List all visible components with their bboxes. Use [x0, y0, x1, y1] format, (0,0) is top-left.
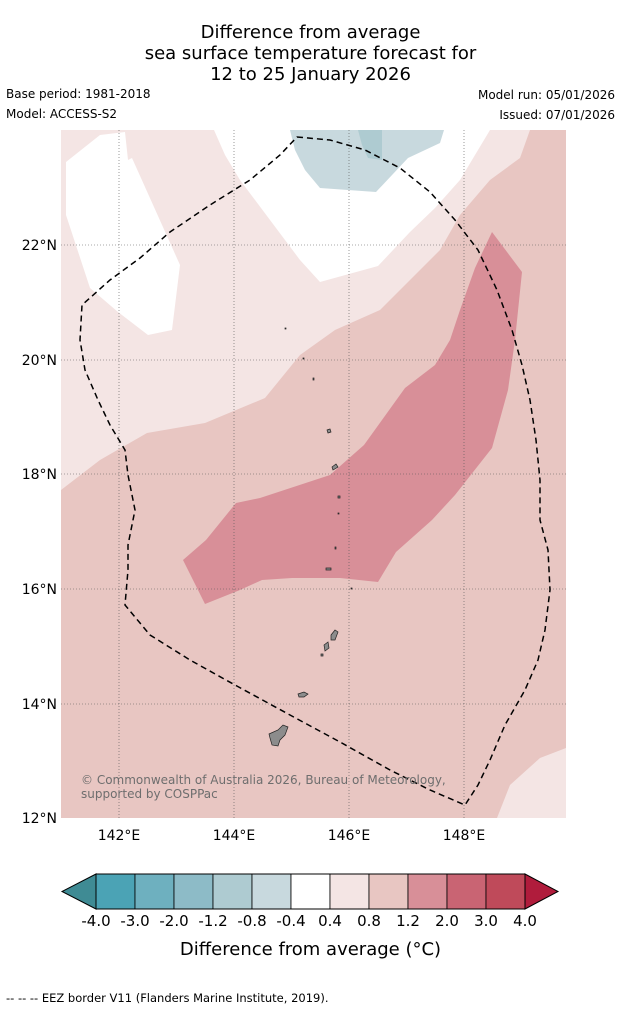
colorbar-cell	[95, 873, 136, 910]
anomaly-0.4-0.8-region-se	[497, 748, 566, 818]
longitude-labels: 142°E 144°E 146°E 148°E	[98, 828, 486, 844]
colorbar-label: 2.0	[435, 912, 459, 930]
copyright-notice: © Commonwealth of Australia 2026, Bureau…	[81, 773, 446, 801]
colorbar-cell	[407, 873, 448, 910]
issued-date: Issued: 07/01/2026	[499, 108, 615, 122]
anomaly-neutral-region-north	[214, 130, 490, 282]
colorbar-label: 0.4	[318, 912, 342, 930]
colorbar-cell	[368, 873, 409, 910]
colorbar-cell	[290, 873, 331, 910]
colorbar-cells	[95, 873, 526, 910]
anomaly-1.2-2.0-region	[183, 232, 522, 604]
colorbar	[60, 873, 560, 910]
colorbar-label: 4.0	[513, 912, 537, 930]
title-line-3: 12 to 25 January 2026	[210, 64, 411, 85]
colorbar-label: -2.0	[159, 912, 189, 930]
chart-title: Difference from average sea surface temp…	[0, 22, 621, 85]
tinian-island	[323, 641, 330, 652]
colorbar-under-arrow	[60, 873, 97, 910]
anomaly-neutral-region-west	[66, 132, 180, 335]
colorbar-label: 1.2	[396, 912, 420, 930]
title-line-1: Difference from average	[200, 22, 421, 43]
model-name: Model: ACCESS-S2	[6, 107, 118, 121]
colorbar-label: -1.2	[198, 912, 228, 930]
lon-label: 142°E	[98, 828, 141, 844]
lon-label: 144°E	[213, 828, 256, 844]
colorbar-frame	[95, 873, 526, 910]
colorbar-label: 0.8	[357, 912, 381, 930]
colorbar-over-arrow	[524, 873, 560, 910]
colorbar-cell	[134, 873, 175, 910]
title-line-2: sea surface temperature forecast for	[144, 43, 477, 64]
lon-label: 148°E	[443, 828, 486, 844]
eez-border-line	[79, 136, 551, 806]
lon-label: 146°E	[328, 828, 371, 844]
islands	[268, 327, 353, 747]
colorbar-label: -0.4	[276, 912, 306, 930]
colorbar-label: 3.0	[474, 912, 498, 930]
colorbar-cell	[251, 873, 292, 910]
colorbar-cell	[329, 873, 370, 910]
pagan-island	[331, 463, 339, 471]
anomaly-cool-region	[290, 130, 444, 192]
latitude-labels: 22°N 20°N 18°N 16°N 14°N 12°N	[22, 238, 57, 827]
colorbar-cell	[446, 873, 487, 910]
colorbar-label: -4.0	[81, 912, 111, 930]
lat-label: 18°N	[22, 467, 57, 483]
agrihan-island	[326, 428, 332, 434]
lat-label: 16°N	[22, 582, 57, 598]
base-period: Base period: 1981-2018	[6, 87, 151, 101]
sst-anomaly-map: 22°N 20°N 18°N 16°N 14°N 12°N 142°E 144°…	[22, 130, 566, 844]
colorbar-label: -3.0	[120, 912, 150, 930]
lat-label: 12°N	[22, 811, 57, 827]
saipan-island	[330, 629, 339, 641]
lat-label: 22°N	[22, 238, 57, 254]
colorbar-cell	[212, 873, 253, 910]
guam-island	[268, 724, 289, 747]
colorbar-labels: -4.0 -3.0 -2.0 -1.2 -0.8 -0.4 0.4 0.8 1.…	[0, 912, 621, 932]
lat-label: 14°N	[22, 697, 57, 713]
anatahan-island	[325, 567, 332, 571]
model-run: Model run: 05/01/2026	[477, 88, 615, 102]
eez-legend-footnote: -- -- -- EEZ border V11 (Flanders Marine…	[6, 991, 329, 1005]
anomaly-cool-region-strong	[358, 130, 382, 160]
colorbar-cell	[485, 873, 526, 910]
colorbar-label: -0.8	[237, 912, 267, 930]
lat-label: 20°N	[22, 353, 57, 369]
colorbar-cell	[173, 873, 214, 910]
colorbar-title: Difference from average (°C)	[179, 939, 442, 960]
rota-island	[297, 691, 309, 698]
gridlines	[61, 130, 566, 818]
